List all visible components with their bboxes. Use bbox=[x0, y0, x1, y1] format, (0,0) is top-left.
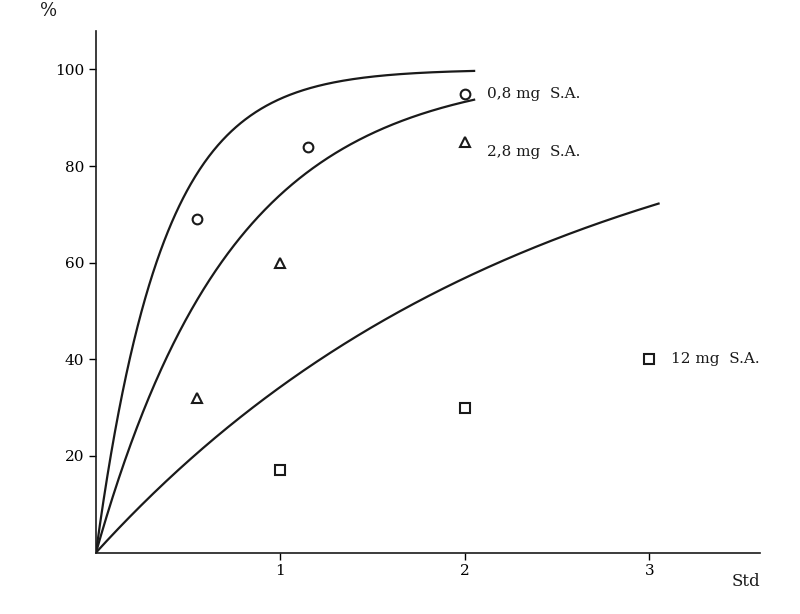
Text: 2,8 mg  S.A.: 2,8 mg S.A. bbox=[487, 144, 580, 158]
Text: %: % bbox=[39, 2, 57, 20]
Text: Std: Std bbox=[731, 573, 760, 591]
Text: 0,8 mg  S.A.: 0,8 mg S.A. bbox=[487, 87, 580, 101]
Text: 12 mg  S.A.: 12 mg S.A. bbox=[671, 352, 760, 367]
